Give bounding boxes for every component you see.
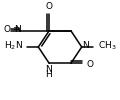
Text: H$_2$N: H$_2$N	[4, 40, 23, 52]
Text: =: =	[12, 24, 19, 33]
Text: O: O	[46, 2, 53, 11]
Text: N: N	[82, 41, 89, 50]
Text: CH$_3$: CH$_3$	[98, 40, 117, 52]
Text: N: N	[14, 25, 21, 34]
Text: H: H	[45, 70, 52, 79]
Text: O: O	[86, 60, 93, 69]
Text: O: O	[4, 25, 11, 34]
Text: N: N	[45, 65, 52, 74]
